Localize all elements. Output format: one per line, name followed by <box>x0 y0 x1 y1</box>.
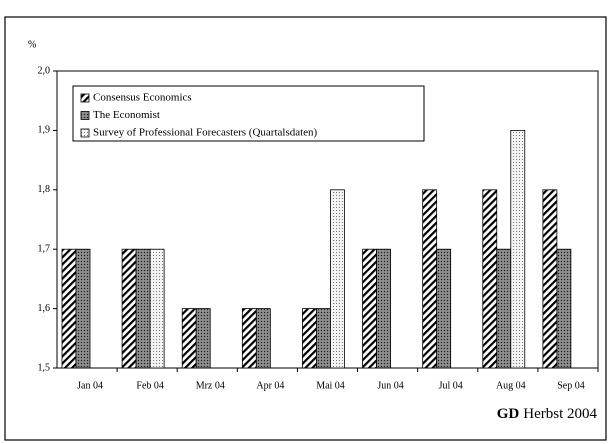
bar <box>362 248 377 369</box>
x-tick-label: Aug 04 <box>496 380 526 391</box>
x-tick-label: Sep 04 <box>557 380 585 391</box>
x-tick-label: Mrz 04 <box>196 380 225 391</box>
bar <box>302 308 317 369</box>
x-tick-label: Jan 04 <box>77 380 103 391</box>
y-tick-label: 1,5 <box>38 362 51 373</box>
bar <box>121 248 137 369</box>
legend-label: The Economist <box>93 109 160 121</box>
y-tick-label: 2,0 <box>38 65 51 76</box>
source-text: Herbst 2004 <box>523 406 597 422</box>
legend-swatch <box>80 111 90 120</box>
bar <box>75 248 91 369</box>
bar <box>496 248 512 369</box>
legend-label: Survey of Professional Forecasters (Quar… <box>93 127 318 139</box>
bar <box>61 248 77 369</box>
x-tick-label: Feb 04 <box>136 380 164 391</box>
legend-label: Consensus Economics <box>93 92 192 104</box>
bar <box>422 189 438 369</box>
bar <box>482 189 498 369</box>
bar <box>195 308 211 369</box>
bar <box>436 248 452 369</box>
x-tick-label: Jul 04 <box>439 380 463 391</box>
bar <box>149 248 165 369</box>
bar <box>241 308 257 369</box>
bar <box>556 248 572 369</box>
legend-swatch <box>80 93 90 103</box>
y-unit: % <box>28 39 36 50</box>
frame <box>4 16 607 441</box>
bar <box>255 308 271 369</box>
legend-swatch <box>80 128 90 138</box>
bar <box>316 308 331 369</box>
x-tick-label: Mai 04 <box>316 380 345 391</box>
y-tick-label: 1,8 <box>38 184 51 195</box>
y-tick-label: 1,9 <box>38 125 51 136</box>
source-bold: GD <box>497 406 520 422</box>
bar <box>330 189 345 369</box>
bar <box>376 248 391 369</box>
y-tick-label: 1,6 <box>38 303 51 314</box>
bar <box>542 189 558 369</box>
bar <box>510 129 526 369</box>
x-tick-label: Apr 04 <box>256 380 284 391</box>
bar <box>135 248 151 369</box>
legend-box <box>72 85 425 142</box>
bar <box>181 308 197 369</box>
y-tick-label: 1,7 <box>38 243 51 254</box>
x-tick-label: Jun 04 <box>377 380 403 391</box>
source: GD Herbst 2004 <box>497 406 598 422</box>
